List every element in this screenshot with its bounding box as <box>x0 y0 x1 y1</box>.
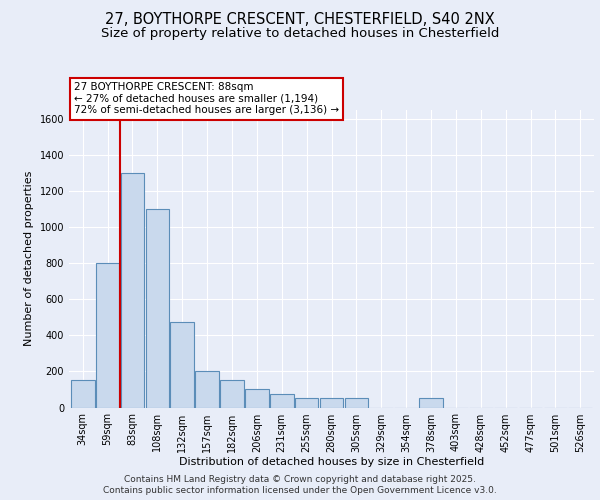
Bar <box>170 322 194 408</box>
Text: Contains public sector information licensed under the Open Government Licence v3: Contains public sector information licen… <box>103 486 497 495</box>
Bar <box>344 398 368 407</box>
Bar <box>220 380 244 407</box>
Text: Contains HM Land Registry data © Crown copyright and database right 2025.: Contains HM Land Registry data © Crown c… <box>124 475 476 484</box>
Y-axis label: Number of detached properties: Number of detached properties <box>24 171 34 346</box>
Bar <box>419 398 443 407</box>
Bar <box>320 398 343 407</box>
Bar <box>146 209 169 408</box>
Bar <box>295 398 319 407</box>
Text: 27 BOYTHORPE CRESCENT: 88sqm
← 27% of detached houses are smaller (1,194)
72% of: 27 BOYTHORPE CRESCENT: 88sqm ← 27% of de… <box>74 82 339 116</box>
X-axis label: Distribution of detached houses by size in Chesterfield: Distribution of detached houses by size … <box>179 458 484 468</box>
Text: Size of property relative to detached houses in Chesterfield: Size of property relative to detached ho… <box>101 28 499 40</box>
Bar <box>71 380 95 407</box>
Bar <box>121 173 144 408</box>
Text: 27, BOYTHORPE CRESCENT, CHESTERFIELD, S40 2NX: 27, BOYTHORPE CRESCENT, CHESTERFIELD, S4… <box>105 12 495 28</box>
Bar <box>195 372 219 408</box>
Bar <box>96 264 119 408</box>
Bar <box>270 394 293 407</box>
Bar <box>245 390 269 407</box>
